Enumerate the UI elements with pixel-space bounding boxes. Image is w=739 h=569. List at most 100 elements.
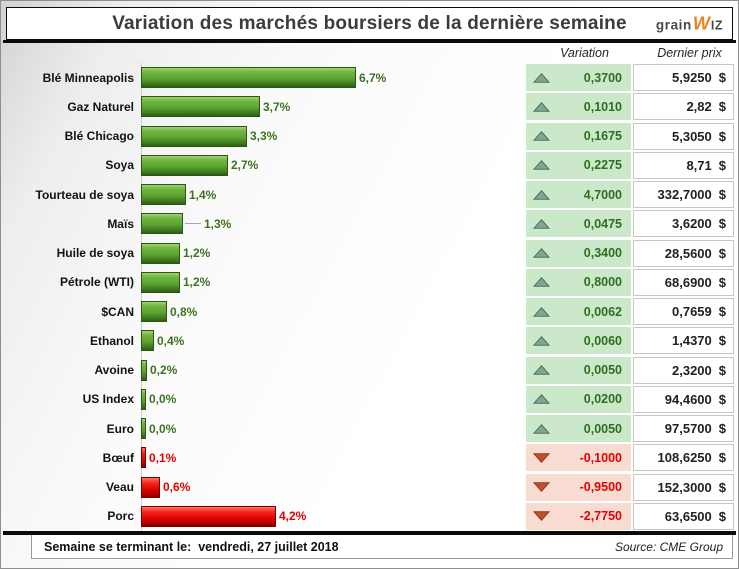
table-row: US Index 0,0% 0,0200 94,4600 $ [7,385,734,414]
price-value: 68,6900 [664,274,712,290]
bar-zone: 1,2% [141,268,526,297]
chart-table: Blé Minneapolis 6,7% 0,3700 5,9250 $ Gaz… [7,63,734,531]
table-row: Blé Chicago 3,3% 0,1675 5,3050 $ [7,122,734,151]
bar-zone: 4,2% [141,502,526,531]
bar-zone: 1,4% [141,180,526,209]
arrow-icon [533,482,550,493]
value-bar [141,242,180,264]
table-row: Porc 4,2% -2,7750 63,6500 $ [7,502,734,531]
price-cell: 5,3050 $ [633,122,734,150]
value-bar [141,301,167,323]
chart-axis-line [141,63,142,531]
page-title: Variation des marchés boursiers de la de… [112,12,627,34]
table-row: $CAN 0,8% 0,0062 0,7659 $ [7,297,734,326]
arrow-icon [533,248,550,258]
currency-symbol: $ [718,304,726,320]
table-row: Soya 2,7% 0,2275 8,71 $ [7,151,734,180]
category-label: $CAN [101,304,134,319]
value-bar [141,271,180,293]
category-label: Blé Minneapolis [42,70,134,85]
bar-zone: 6,7% [141,63,526,92]
grainwiz-logo: grain W IZ [656,13,723,34]
currency-symbol: $ [718,508,726,524]
title-divider [3,40,736,43]
price-cell: 5,9250 $ [633,64,734,92]
table-row: Ethanol 0,4% 0,0060 1,4370 $ [7,326,734,355]
arrow-icon [533,101,550,112]
price-value: 63,6500 [664,508,712,524]
value-bar [141,184,186,206]
category-label: Bœuf [102,450,134,465]
bar-zone: 2,7% [141,151,526,180]
currency-symbol: $ [718,187,726,203]
category-label: Avoine [94,363,134,378]
variation-value: 0,0060 [583,333,622,348]
variation-cell: 0,2275 [526,151,631,179]
table-row: Gaz Naturel 3,7% 0,1010 2,82 $ [7,92,734,121]
bar-value-label: 1,4% [189,187,217,202]
category-label: Blé Chicago [64,129,134,144]
price-cell: 1,4370 $ [633,327,734,355]
variation-cell: 4,7000 [526,181,631,209]
variation-cell: -0,1000 [526,444,631,472]
category-label: Tourteau de soya [35,187,134,202]
currency-symbol: $ [718,216,726,232]
value-bar [141,96,260,118]
category-label: Veau [105,480,134,495]
category-label: Porc [107,509,134,524]
bar-value-label: 1,2% [183,246,211,261]
arrow-icon [533,72,550,83]
bar-value-label: 3,3% [250,129,278,144]
table-row: Avoine 0,2% 0,0050 2,3200 $ [7,356,734,385]
bar-value-label: 0,6% [163,480,191,495]
price-value: 332,7000 [657,187,712,203]
value-bar [141,125,247,147]
price-value: 152,3000 [657,479,712,495]
price-cell: 63,6500 $ [633,502,734,530]
table-row: Bœuf 0,1% -0,1000 108,6250 $ [7,443,734,472]
arrow-icon [533,335,550,346]
variation-value: 0,8000 [583,275,622,290]
price-value: 97,5700 [664,421,712,437]
value-bar [141,505,276,527]
variation-cell: 0,0060 [526,327,631,355]
currency-symbol: $ [718,333,726,349]
variation-value: 0,0475 [583,216,622,231]
bar-value-label: 2,7% [231,158,259,173]
bar-value-label: 1,3% [204,216,232,231]
price-value: 5,9250 [672,70,712,86]
arrow-icon [533,131,550,141]
variation-cell: 0,0062 [526,298,631,326]
category-label: Huile de soya [56,246,134,261]
bar-value-label: 0,1% [149,450,177,465]
currency-symbol: $ [718,421,726,437]
currency-symbol: $ [718,274,726,290]
category-label: Pétrole (WTI) [60,275,134,290]
category-label: US Index [82,392,134,407]
bar-value-label: 0,4% [157,333,185,348]
table-row: Tourteau de soya 1,4% 4,7000 332,7000 $ [7,180,734,209]
variation-cell: 0,0475 [526,210,631,238]
variation-value: 0,1010 [583,99,622,114]
bar-zone: 3,3% [141,122,526,151]
logo-text-grain: grain [655,17,692,32]
footer-bar: Semaine se terminant le: vendredi, 27 ju… [31,535,733,559]
bar-value-label: 4,2% [279,509,307,524]
arrow-icon [533,218,550,229]
price-cell: 97,5700 $ [633,415,734,443]
currency-symbol: $ [718,128,726,144]
column-header-variation: Variation [560,46,609,60]
price-cell: 3,6200 $ [633,210,734,238]
currency-symbol: $ [718,157,726,173]
bar-value-label: 1,2% [183,275,211,290]
category-label: Gaz Naturel [67,99,134,114]
value-bar [141,388,146,410]
bar-zone: 0,0% [141,385,526,414]
price-value: 3,6200 [672,216,712,232]
table-row: Euro 0,0% 0,0050 97,5700 $ [7,414,734,443]
table-row: Pétrole (WTI) 1,2% 0,8000 68,6900 $ [7,268,734,297]
currency-symbol: $ [718,362,726,378]
footer-divider [3,531,736,535]
bar-zone: 0,8% [141,297,526,326]
bar-value-label: 6,7% [359,70,387,85]
